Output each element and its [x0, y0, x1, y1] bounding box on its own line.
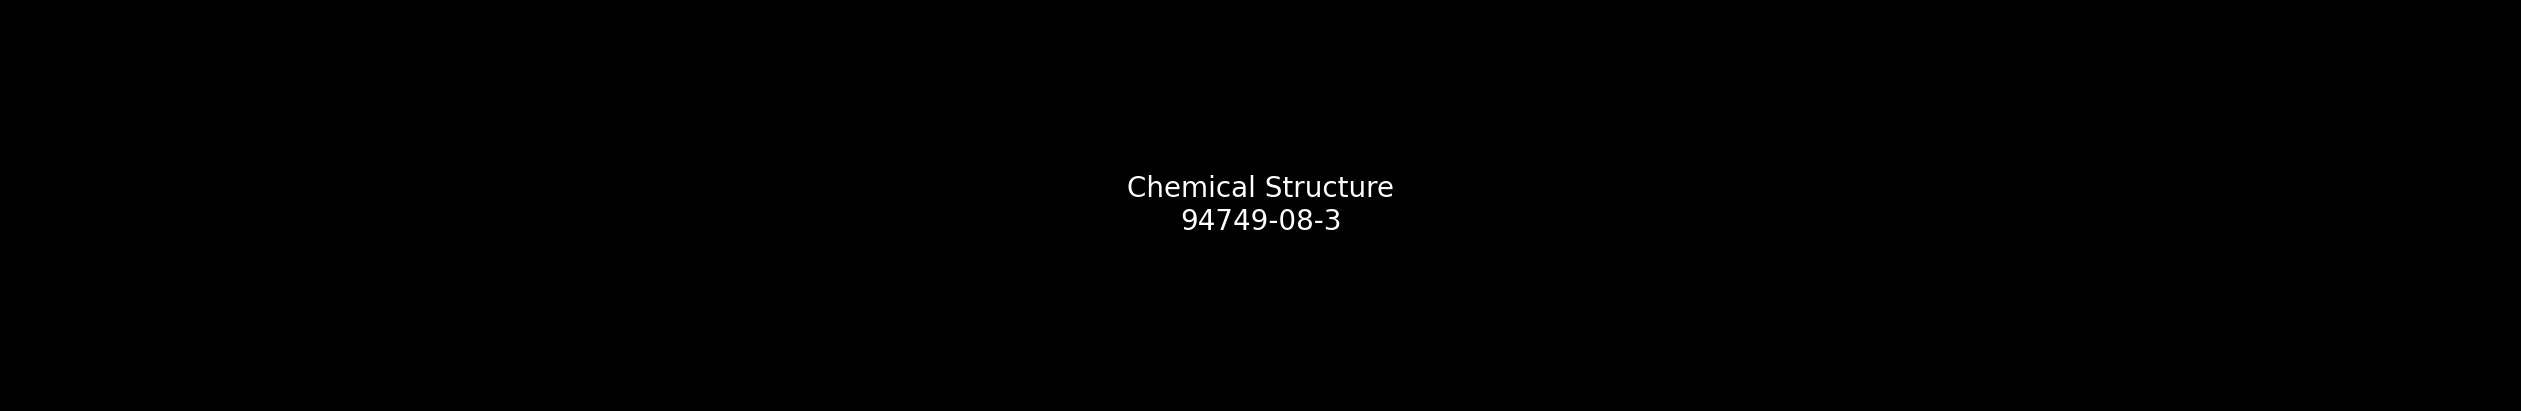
Text: Chemical Structure
94749-08-3: Chemical Structure 94749-08-3	[1127, 175, 1394, 236]
